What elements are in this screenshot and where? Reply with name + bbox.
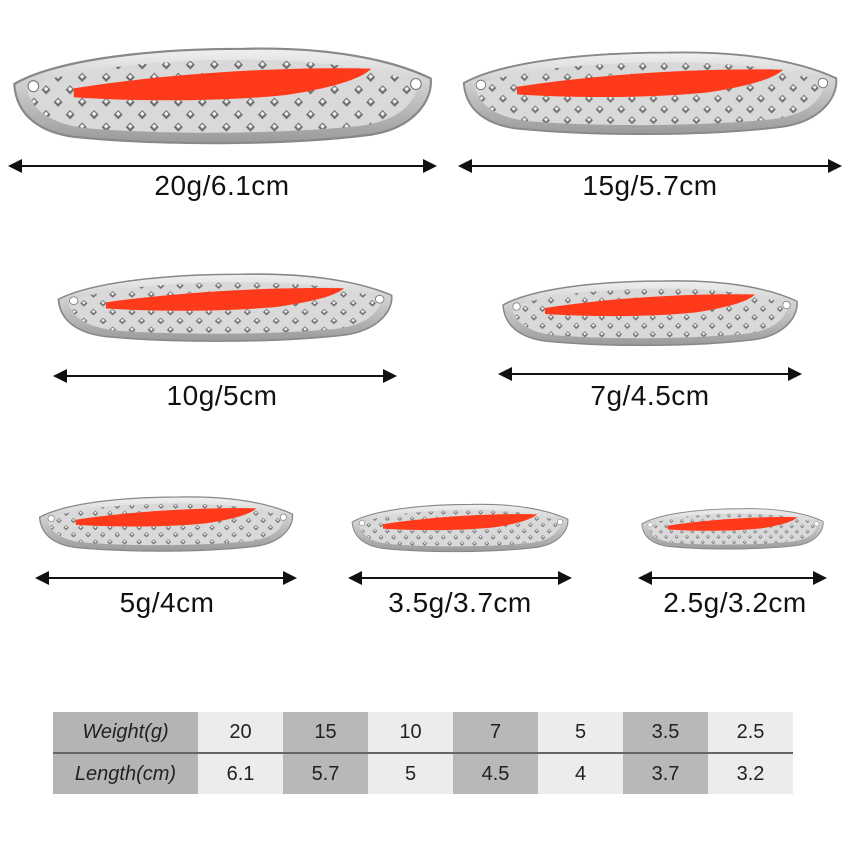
spoon-lure-image — [640, 505, 825, 552]
table-cell: 3.2 — [708, 753, 793, 794]
length-arrow — [53, 369, 397, 383]
table-cell: 4.5 — [453, 753, 538, 794]
table-cell: 5 — [538, 712, 623, 754]
table-cell: 7 — [453, 712, 538, 754]
length-arrow — [35, 571, 297, 585]
table-row-length: Length(cm) 6.1 5.7 5 4.5 4 3.7 3.2 — [53, 753, 793, 794]
size-label: 5g/4cm — [119, 587, 215, 618]
table-row-weight: Weight(g) 20 15 10 7 5 3.5 2.5 — [53, 712, 793, 754]
table-cell: 20 — [198, 712, 283, 754]
size-label: 15g/5.7cm — [582, 170, 718, 201]
table-cell: 10 — [368, 712, 453, 754]
table-cell: 5.7 — [283, 753, 368, 794]
table-cell: 3.7 — [623, 753, 708, 794]
row-header: Weight(g) — [53, 712, 198, 754]
spoon-lure-image — [460, 45, 840, 140]
size-table: Weight(g) 20 15 10 7 5 3.5 2.5 Length(cm… — [53, 712, 793, 794]
spoon-lure-image — [37, 492, 295, 555]
size-label: 7g/4.5cm — [590, 380, 710, 411]
length-arrow — [8, 159, 437, 173]
size-label: 20g/6.1cm — [154, 170, 290, 201]
spoon-lure-image — [10, 40, 435, 150]
spoon-lure-image — [350, 500, 570, 555]
length-arrow — [348, 571, 572, 585]
table-cell: 4 — [538, 753, 623, 794]
table-cell: 15 — [283, 712, 368, 754]
table-cell: 3.5 — [623, 712, 708, 754]
spoon-lure-image — [55, 268, 395, 346]
row-header: Length(cm) — [53, 753, 198, 794]
size-label: 10g/5cm — [166, 380, 278, 411]
length-arrow — [458, 159, 842, 173]
table-cell: 6.1 — [198, 753, 283, 794]
table-cell: 5 — [368, 753, 453, 794]
spoon-lure-image — [500, 275, 800, 350]
size-label: 2.5g/3.2cm — [663, 587, 807, 618]
length-arrow — [498, 367, 802, 381]
length-arrow — [638, 571, 827, 585]
table-cell: 2.5 — [708, 712, 793, 754]
size-label: 3.5g/3.7cm — [388, 587, 532, 618]
